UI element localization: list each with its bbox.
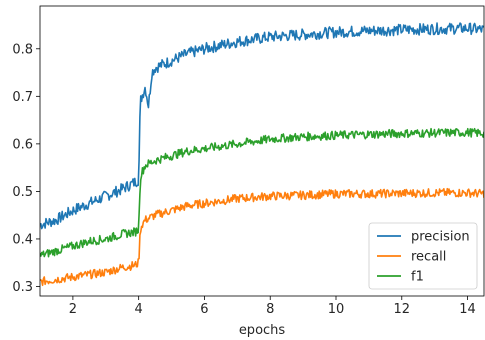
y-tick-label: 0.3 (12, 280, 33, 295)
plot-frame (39, 5, 485, 297)
x-tick-label: 14 (459, 302, 476, 317)
x-tick-label: 2 (69, 302, 77, 317)
x-tick-label: 10 (328, 302, 345, 317)
y-tick-label: 0.4 (12, 232, 33, 247)
legend-label-recall: recall (411, 250, 446, 265)
y-tick-label: 0.8 (12, 42, 33, 57)
x-axis: 2 4 6 8 10 12 14 (69, 296, 476, 317)
y-tick-label: 0.5 (12, 185, 33, 200)
x-axis-title: epochs (239, 323, 286, 338)
x-tick-label: 12 (394, 302, 411, 317)
x-tick-label: 4 (135, 302, 143, 317)
legend-box (368, 222, 478, 290)
legend-label-precision: precision (411, 230, 470, 245)
legend-label-f1: f1 (411, 270, 424, 285)
y-tick-label: 0.6 (12, 137, 33, 152)
x-tick-label: 6 (200, 302, 208, 317)
series-line-f1 (40, 127, 484, 258)
series-line-recall (40, 187, 484, 287)
legend: precision recall f1 (368, 222, 478, 290)
y-tick-label: 0.7 (12, 90, 33, 105)
series-line-precision (40, 22, 484, 230)
x-tick-label: 8 (266, 302, 274, 317)
y-axis: 0.3 0.4 0.5 0.6 0.7 0.8 (12, 42, 40, 295)
